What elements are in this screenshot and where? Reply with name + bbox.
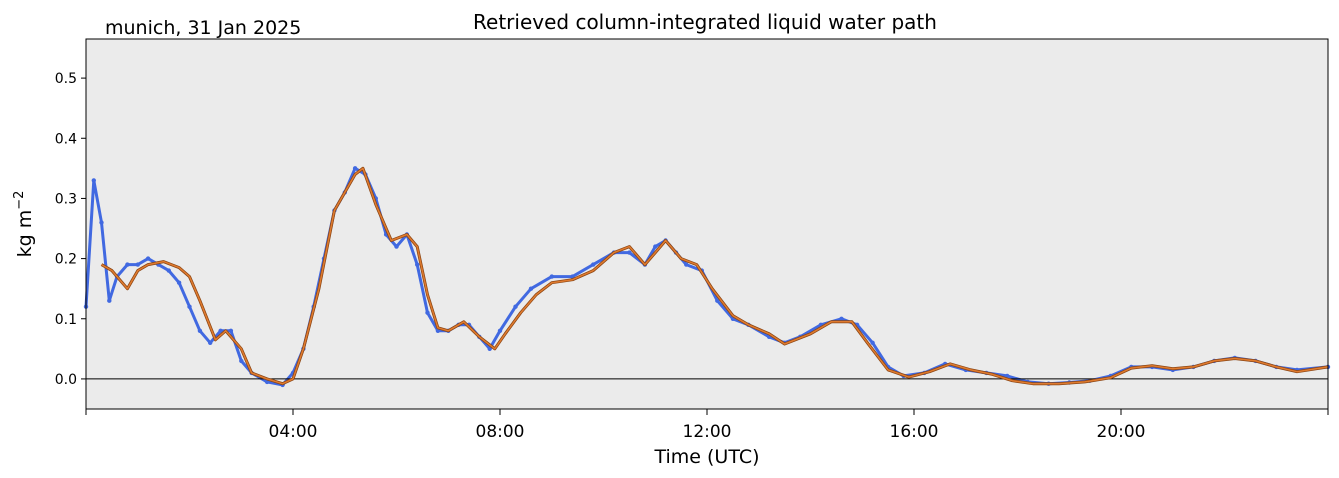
raw-data-point bbox=[839, 316, 844, 321]
y-axis-label: kg m−2 bbox=[12, 191, 36, 258]
raw-data-point bbox=[125, 262, 130, 267]
raw-data-point bbox=[99, 220, 104, 225]
x-tick-label: 16:00 bbox=[890, 422, 939, 442]
raw-data-point bbox=[208, 340, 213, 345]
raw-data-point bbox=[176, 280, 182, 285]
raw-data-point bbox=[497, 328, 503, 333]
raw-data-point bbox=[228, 328, 234, 333]
raw-data-point bbox=[591, 262, 596, 267]
y-axis-label-exponent: −2 bbox=[12, 191, 27, 210]
chart-title: Retrieved column-integrated liquid water… bbox=[473, 10, 937, 34]
location-date-label: munich, 31 Jan 2025 bbox=[105, 17, 301, 39]
raw-data-point bbox=[1005, 373, 1010, 379]
raw-data-point bbox=[218, 328, 223, 333]
raw-data-point bbox=[627, 250, 632, 255]
plot-area bbox=[86, 39, 1328, 409]
x-axis-label: Time (UTC) bbox=[653, 446, 759, 468]
raw-data-point bbox=[107, 298, 112, 303]
raw-data-point bbox=[715, 298, 720, 303]
raw-data-point bbox=[239, 358, 244, 364]
y-axis: 0.0 0.1 0.2 0.3 0.4 0.5 bbox=[55, 71, 86, 388]
y-tick-label: 0.1 bbox=[55, 312, 77, 328]
raw-data-point bbox=[394, 244, 399, 249]
x-tick-label: 04:00 bbox=[269, 422, 318, 442]
raw-data-point bbox=[145, 256, 151, 261]
raw-data-point bbox=[352, 166, 358, 171]
x-tick-label: 08:00 bbox=[476, 422, 525, 442]
y-tick-label: 0.5 bbox=[55, 71, 77, 87]
raw-data-point bbox=[653, 244, 658, 249]
raw-data-point bbox=[870, 340, 875, 345]
raw-data-point bbox=[528, 286, 534, 291]
raw-data-point bbox=[487, 346, 492, 351]
x-axis: 04:00 08:00 12:00 16:00 20:00 bbox=[85, 409, 1329, 442]
raw-data-point bbox=[166, 268, 171, 273]
raw-data-point bbox=[187, 304, 192, 309]
raw-data-point bbox=[425, 310, 430, 315]
y-tick-label: 0.3 bbox=[55, 191, 77, 207]
raw-data-point bbox=[513, 304, 518, 309]
y-tick-label: 0.0 bbox=[55, 372, 77, 388]
raw-data-point bbox=[135, 262, 140, 267]
smoothed-series-line bbox=[101, 167, 1329, 385]
x-tick-label: 20:00 bbox=[1097, 422, 1146, 442]
y-axis-label-unit: kg m bbox=[14, 210, 36, 258]
raw-data-point bbox=[91, 178, 97, 183]
raw-data-point bbox=[435, 328, 441, 333]
raw-data-point bbox=[549, 274, 554, 279]
y-tick-label: 0.2 bbox=[55, 252, 77, 268]
smoothed-series bbox=[100, 166, 1329, 386]
raw-data-point bbox=[197, 328, 203, 333]
y-tick-label: 0.4 bbox=[55, 131, 77, 147]
x-tick-label: 12:00 bbox=[683, 422, 732, 442]
raw-data-point bbox=[684, 262, 689, 267]
raw-data-point bbox=[415, 262, 420, 267]
